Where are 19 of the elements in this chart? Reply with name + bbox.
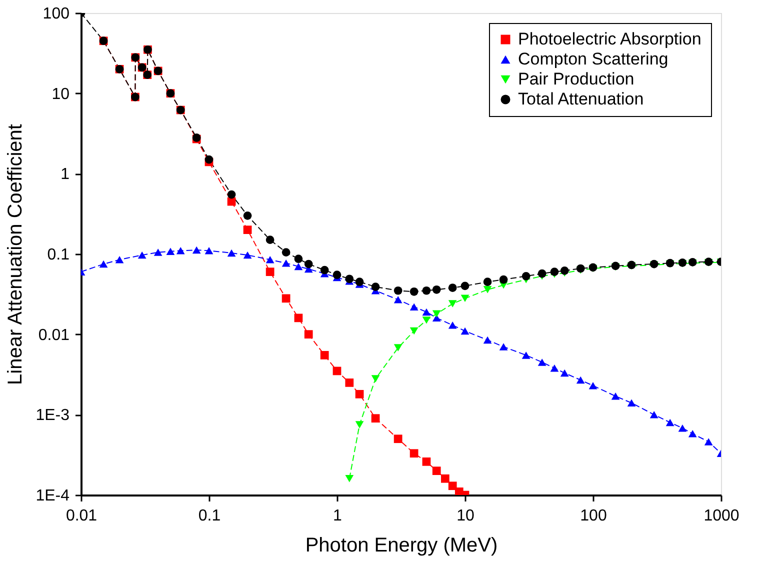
- x-tick-label: 1000: [704, 508, 740, 524]
- x-tick-label: 1: [333, 508, 342, 524]
- legend-label: Total Attenuation: [518, 90, 644, 108]
- legend-label: Photoelectric Absorption: [518, 30, 702, 48]
- y-axis-title: Linear Attenuation Coefficient: [4, 124, 27, 385]
- x-axis-title: Photon Energy (MeV): [305, 534, 498, 556]
- y-tick-label: 10: [52, 86, 70, 103]
- y-tick-label: 100: [42, 6, 70, 22]
- y-tick-label: 1E-3: [36, 407, 70, 424]
- x-tick-label: 100: [580, 508, 607, 524]
- y-tick-label: 0.1: [47, 246, 70, 264]
- x-tick-label: 0.1: [198, 508, 221, 524]
- legend-label: Compton Scattering: [518, 50, 668, 68]
- y-tick-label: 0.01: [38, 326, 70, 344]
- y-tick-label: 1: [60, 166, 70, 184]
- x-tick-label: 0.01: [66, 508, 98, 524]
- y-tick-label: 1E-4: [36, 488, 70, 504]
- legend-label: Pair Production: [518, 70, 634, 88]
- x-tick-label: 10: [456, 508, 474, 524]
